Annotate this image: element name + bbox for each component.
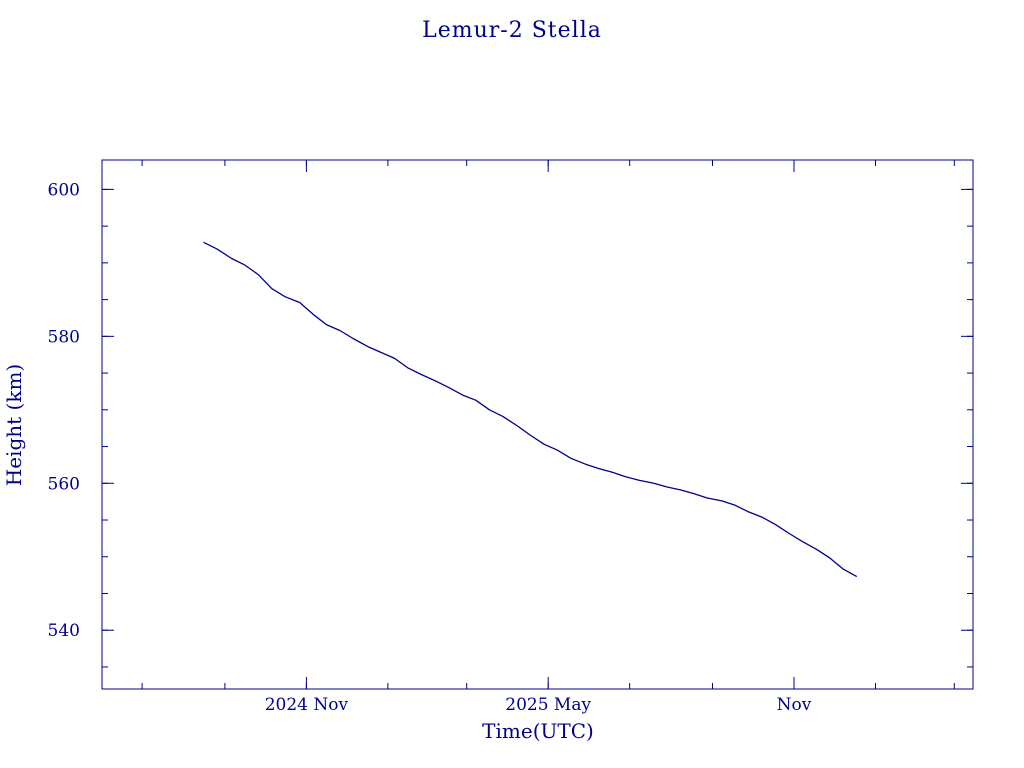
axis-ticks	[102, 160, 973, 689]
y-tick-label: 600	[48, 180, 80, 200]
series-layer	[203, 241, 858, 578]
y-tick-label: 580	[48, 327, 80, 347]
y-tick-label: 560	[48, 474, 80, 494]
x-axis-label: Time(UTC)	[482, 719, 594, 743]
x-tick-label: 2025 May	[505, 695, 591, 715]
y-tick-label: 540	[48, 621, 80, 641]
y-axis-label: Height (km)	[2, 364, 26, 486]
tick-labels: 2024 Nov 2025 May Nov 540 560 580 600	[48, 180, 812, 715]
height-series-line	[203, 241, 858, 578]
chart-title: Lemur-2 Stella	[422, 18, 602, 43]
plot-frame	[101, 159, 974, 690]
x-tick-label: 2024 Nov	[265, 695, 349, 715]
x-tick-label: Nov	[777, 695, 812, 715]
